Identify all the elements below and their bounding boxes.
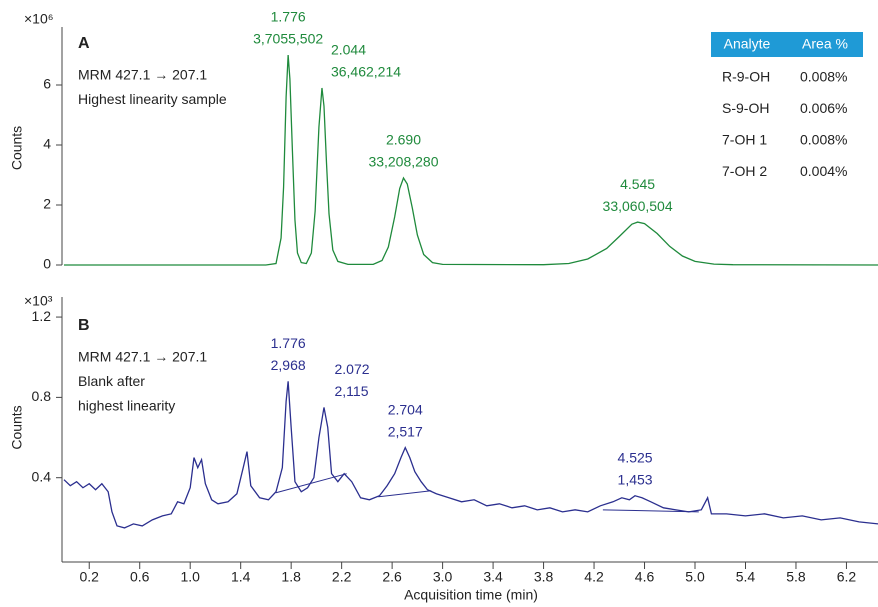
peak-rt-label: 2.704	[388, 401, 423, 417]
annotation: MRM 427.1 → 207.1	[78, 349, 207, 365]
y-tick-label: 2	[43, 196, 51, 212]
peak-rt-label: 2.690	[386, 132, 421, 148]
panel-label: B	[78, 317, 90, 334]
x-tick-label: 1.0	[180, 569, 200, 585]
peak-area-label: 33,208,280	[368, 154, 438, 170]
x-tick-label: 2.6	[382, 569, 402, 585]
table-cell: 0.004%	[800, 163, 847, 179]
x-tick-label: 4.6	[635, 569, 655, 585]
y-tick-label: 1.2	[32, 308, 52, 324]
integration-baseline	[275, 473, 347, 494]
y-tick-label: 0.8	[32, 388, 52, 404]
annotation: Highest linearity sample	[78, 91, 227, 107]
peak-area-label: 2,517	[388, 423, 423, 439]
peak-rt-label: 2.044	[331, 42, 366, 58]
peak-rt-label: 4.525	[618, 449, 653, 465]
scale-label: ×10³	[24, 293, 53, 309]
peak-rt-label: 4.545	[620, 176, 655, 192]
x-axis-title: Acquisition time (min)	[404, 587, 538, 603]
table-cell: 7-OH 2	[722, 163, 767, 179]
peak-rt-label: 2.072	[334, 361, 369, 377]
x-tick-label: 0.6	[130, 569, 150, 585]
annotation: MRM 427.1 → 207.1	[78, 67, 207, 83]
x-tick-label: 3.4	[483, 569, 503, 585]
x-tick-label: 5.4	[736, 569, 756, 585]
table-header: Area %	[802, 36, 848, 52]
table-header-bg	[711, 32, 863, 57]
peak-area-label: 1,453	[618, 471, 653, 487]
annotation: Blank after	[78, 373, 145, 389]
peak-area-label: 2,968	[271, 357, 306, 373]
peak-area-label: 36,462,214	[331, 64, 401, 80]
table-header: Analyte	[724, 36, 771, 52]
panel: 0 2 4 6 ×10⁶ Counts 1.776 3,7055,502 2.044 36,462…	[9, 9, 878, 272]
x-tick-label: 3.0	[433, 569, 453, 585]
x-tick-label: 3.8	[534, 569, 554, 585]
table-cell: 0.006%	[800, 100, 847, 116]
y-tick-label: 4	[43, 136, 51, 152]
table-cell: R-9-OH	[722, 69, 770, 85]
table-cell: 0.008%	[800, 132, 847, 148]
integration-baseline	[378, 490, 432, 498]
y-tick-label: 6	[43, 76, 51, 92]
scale-label: ×10⁶	[24, 11, 54, 27]
annotation: highest linearity	[78, 398, 175, 414]
x-tick-label: 5.0	[685, 569, 705, 585]
x-tick-label: 4.2	[584, 569, 604, 585]
x-tick-label: 1.4	[231, 569, 251, 585]
table-cell: 7-OH 1	[722, 132, 767, 148]
integration-baseline	[602, 509, 699, 513]
y-axis-title: Counts	[9, 405, 25, 449]
x-tick-label: 2.2	[332, 569, 352, 585]
y-tick-label: 0.4	[32, 468, 52, 484]
table-cell: S-9-OH	[722, 100, 769, 116]
panel-label: A	[78, 35, 90, 52]
peak-rt-label: 1.776	[271, 335, 306, 351]
peak-area-label: 33,060,504	[603, 198, 673, 214]
panel: 0.4 0.8 1.2×10³ Counts 0.2 0.6 1.0 1.4 1.8 2.2 2.6…	[9, 293, 878, 603]
y-axis-title: Counts	[9, 126, 25, 170]
x-tick-label: 1.8	[281, 569, 301, 585]
trace	[63, 381, 878, 529]
x-tick-label: 0.2	[80, 569, 100, 585]
trace	[64, 54, 878, 266]
peak-area-label: 3,7055,502	[253, 31, 323, 47]
x-tick-label: 5.8	[786, 569, 806, 585]
peak-rt-label: 1.776	[271, 9, 306, 25]
y-tick-label: 0	[43, 256, 51, 272]
peak-area-label: 2,115	[334, 383, 368, 399]
x-tick-label: 6.2	[837, 569, 857, 585]
table-cell: 0.008%	[800, 69, 847, 85]
